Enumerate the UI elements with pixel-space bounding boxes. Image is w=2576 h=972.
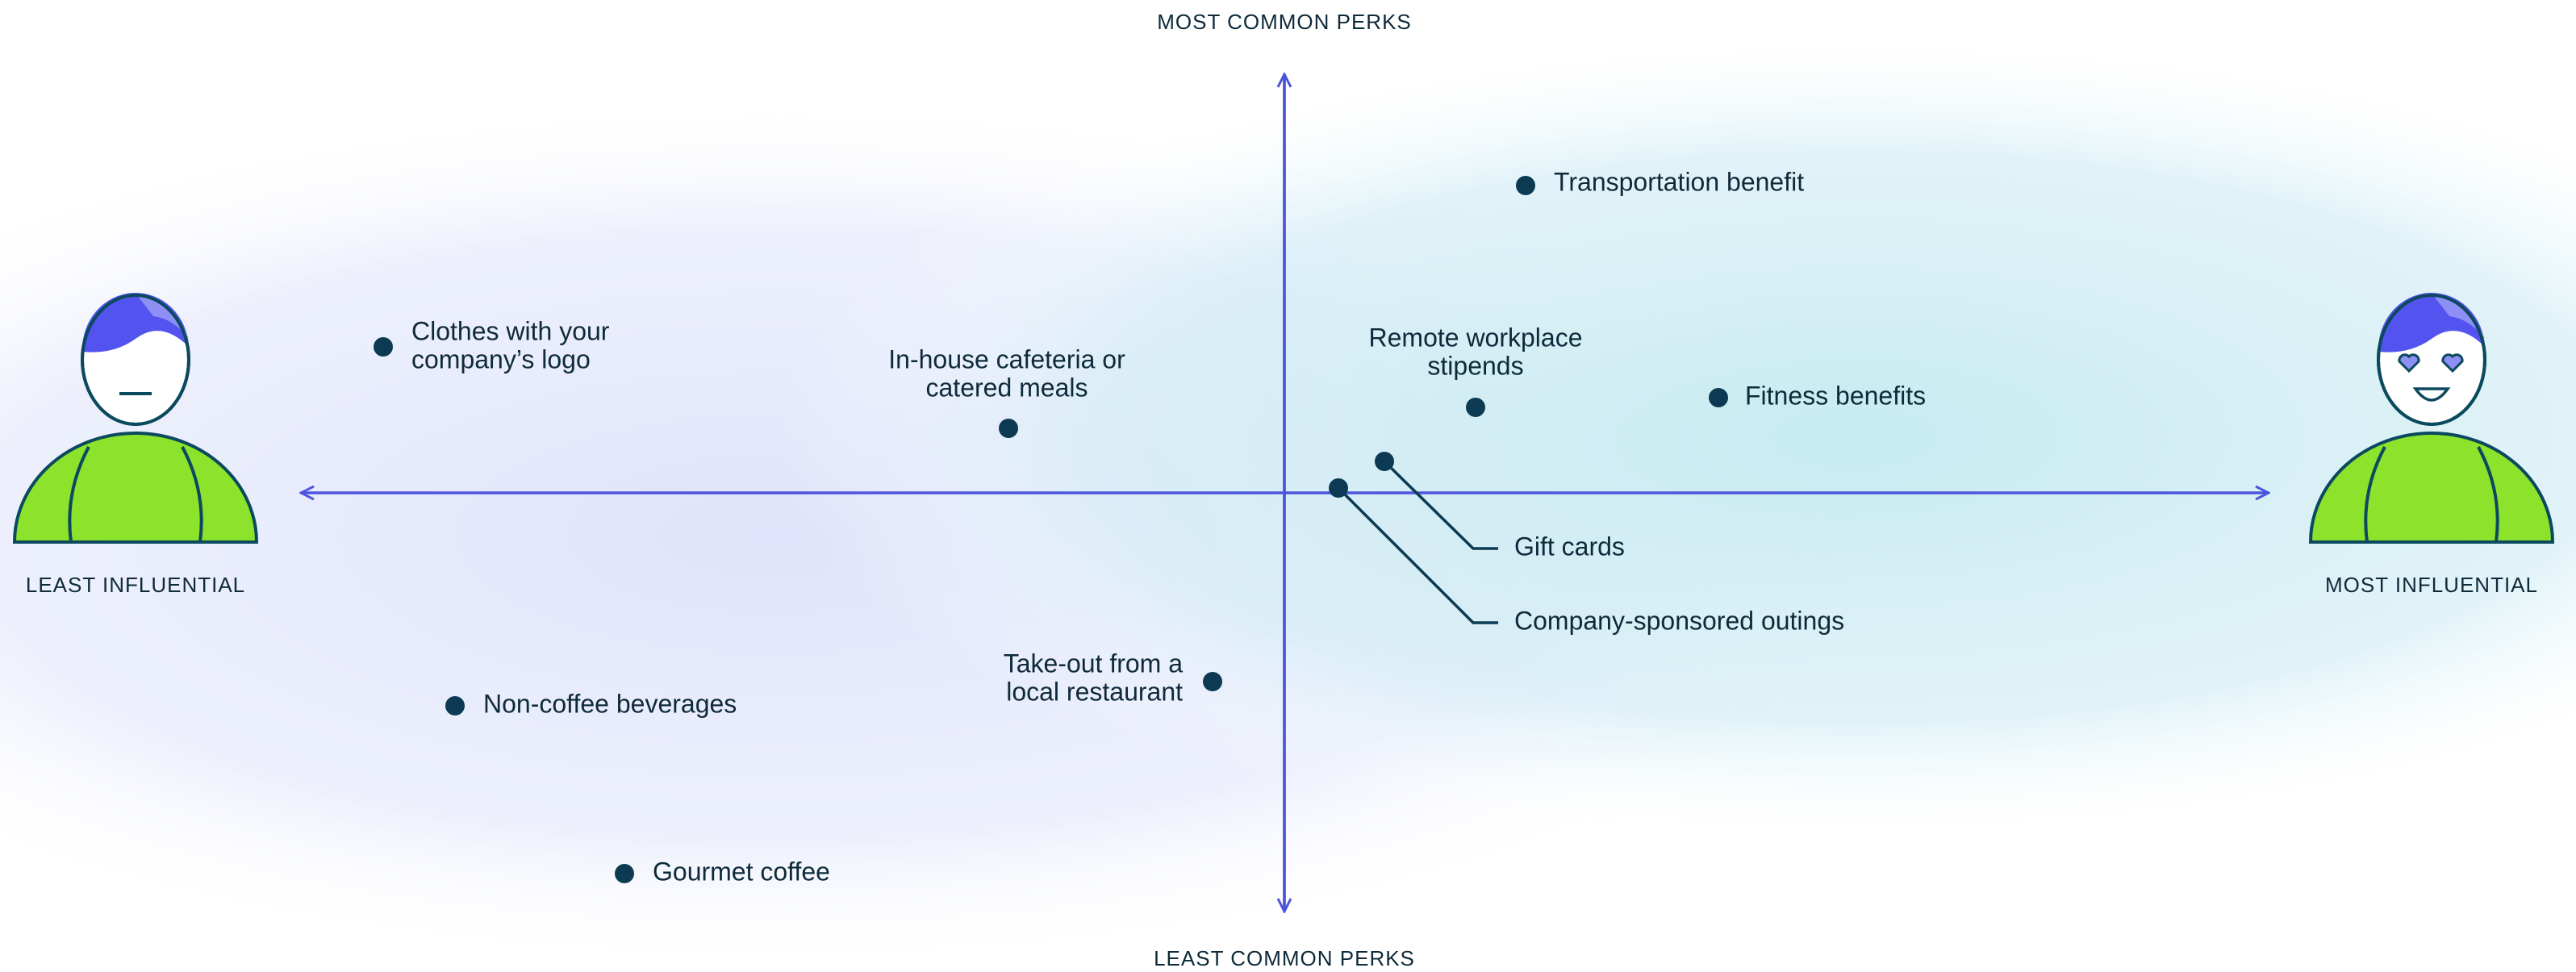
perk-dot bbox=[445, 696, 465, 715]
perk-label: Company-sponsored outings bbox=[1514, 606, 1844, 635]
axis-label: MOST INFLUENTIAL bbox=[2325, 573, 2538, 597]
perk-dot bbox=[615, 864, 634, 883]
perk-label: catered meals bbox=[926, 373, 1088, 402]
perk-dot bbox=[1516, 176, 1535, 195]
perk-label: Fitness benefits bbox=[1745, 381, 1926, 410]
perk-label: stipends bbox=[1427, 351, 1523, 380]
perk-dot bbox=[1329, 478, 1348, 498]
perk-label: Remote workplace bbox=[1369, 323, 1583, 352]
perk-dot bbox=[1203, 672, 1222, 691]
perk-dot bbox=[1466, 398, 1485, 417]
person-happy bbox=[2308, 292, 2555, 544]
perk-label: Clothes with your bbox=[411, 316, 610, 345]
axis-label: LEAST COMMON PERKS bbox=[1154, 946, 1415, 970]
perk-label: Take-out from a bbox=[1004, 649, 1184, 678]
perk-label: company’s logo bbox=[411, 344, 591, 373]
leader-line bbox=[1337, 486, 1498, 624]
perk-dot bbox=[1375, 452, 1394, 471]
perk-label: local restaurant bbox=[1006, 677, 1183, 706]
person-neutral bbox=[12, 292, 259, 544]
leader-line bbox=[1383, 460, 1498, 550]
perk-dot bbox=[374, 337, 393, 357]
perk-label: Transportation benefit bbox=[1554, 167, 1804, 196]
axis-label: MOST COMMON PERKS bbox=[1157, 10, 1412, 34]
perk-label: In-house cafeteria or bbox=[888, 344, 1125, 373]
perk-label: Gift cards bbox=[1514, 532, 1625, 561]
perk-label: Gourmet coffee bbox=[653, 857, 830, 886]
perk-dot bbox=[999, 419, 1018, 438]
perk-label: Non-coffee beverages bbox=[483, 689, 737, 718]
perk-dot bbox=[1709, 388, 1728, 407]
axis-label: LEAST INFLUENTIAL bbox=[26, 573, 245, 597]
